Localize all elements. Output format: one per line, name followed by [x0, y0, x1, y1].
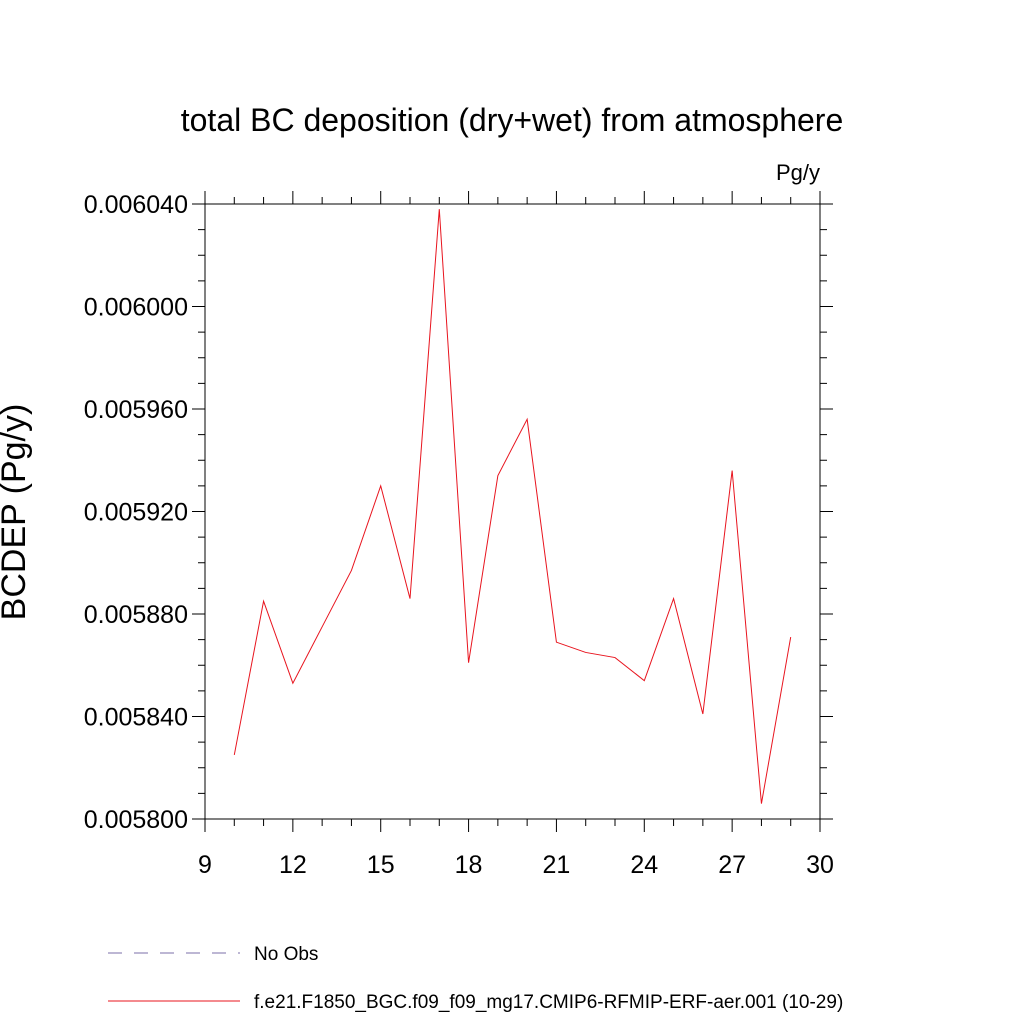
x-tick-label-1: 12 [279, 851, 307, 879]
legend: No Obs f.e21.F1850_BGC.f09_f09_mg17.CMIP… [108, 944, 843, 1013]
y-axis-label: BCDEP (Pg/y) [0, 404, 33, 621]
legend-label-series: f.e21.F1850_BGC.f09_f09_mg17.CMIP6-RFMIP… [254, 992, 843, 1013]
x-tick-label-4: 21 [543, 851, 571, 879]
series-line-0 [233, 209, 792, 804]
y-tick-label-2: 0.005880 [84, 601, 188, 629]
y-tick-label-3: 0.005920 [84, 499, 188, 527]
y-tick-label-0: 0.005800 [84, 806, 188, 834]
x-tick-label-6: 27 [718, 851, 746, 879]
plot-frame [204, 203, 821, 820]
legend-label-no-obs: No Obs [254, 944, 318, 965]
tick-labels: 9 12 15 18 21 24 27 30 0.005800 0.005840 0.005880 0… [84, 191, 834, 879]
series-layer [233, 209, 792, 804]
x-tick-label-3: 18 [455, 851, 483, 879]
y-tick-label-4: 0.005960 [84, 396, 188, 424]
chart-title: total BC deposition (dry+wet) from atmos… [181, 102, 844, 138]
x-tick-label-5: 24 [630, 851, 658, 879]
x-tick-label-2: 15 [367, 851, 395, 879]
y-tick-label-1: 0.005840 [84, 704, 188, 732]
x-tick-label-7: 30 [806, 851, 834, 879]
units-label: Pg/y [776, 160, 820, 185]
axis-ticks [192, 191, 833, 832]
x-tick-label-0: 9 [198, 851, 212, 879]
y-tick-label-6: 0.006040 [84, 191, 188, 219]
y-tick-label-5: 0.006000 [84, 294, 188, 322]
